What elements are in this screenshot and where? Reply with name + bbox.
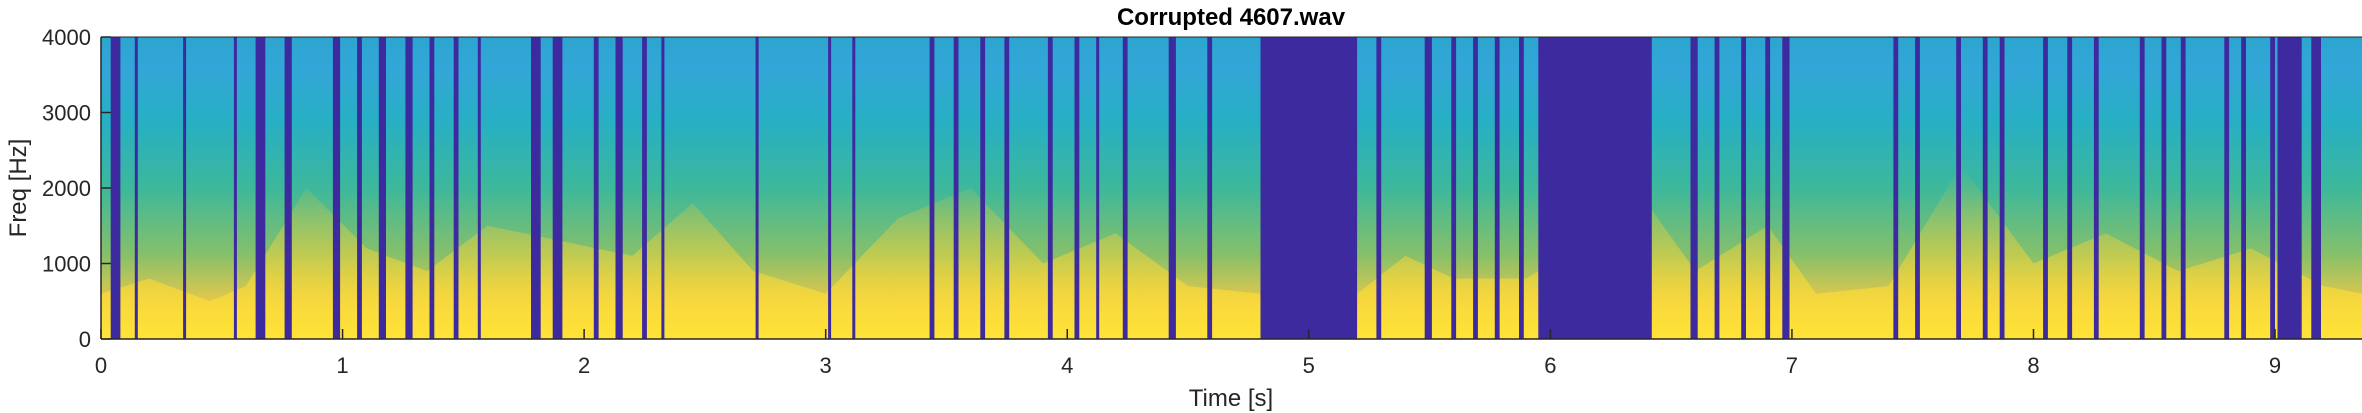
- dropout-band: [2139, 37, 2145, 339]
- y-ticks: 0 1000 2000 3000 4000: [42, 25, 111, 352]
- dropout-band: [2067, 37, 2073, 339]
- dropout-band: [1765, 37, 1771, 339]
- dropout-band: [1004, 37, 1010, 339]
- dropout-band: [552, 37, 563, 339]
- energy-region: [101, 165, 2362, 339]
- dropout-band: [1376, 37, 1382, 339]
- x-axis-label: Time [s]: [1189, 385, 1273, 412]
- dropout-band: [183, 37, 187, 339]
- x-tick-label: 8: [2027, 353, 2039, 378]
- dropout-band: [755, 37, 759, 339]
- dropout-band: [852, 37, 856, 339]
- dropout-band: [2311, 37, 2321, 339]
- dropout-band: [1473, 37, 1478, 339]
- dropout-band: [1915, 37, 1920, 339]
- dropout-band: [1260, 37, 1358, 339]
- dropout-band: [1451, 37, 1457, 339]
- dropout-band: [2224, 37, 2230, 339]
- y-tick-label: 4000: [42, 25, 91, 50]
- x-tick-label: 7: [1786, 353, 1798, 378]
- y-tick-label: 3000: [42, 101, 91, 126]
- dropout-band: [1690, 37, 1698, 339]
- chart-title: Corrupted 4607.wav: [1117, 4, 1346, 31]
- dropout-band: [1494, 37, 1500, 339]
- energy-layer: [101, 165, 2362, 339]
- dropout-band: [405, 37, 413, 339]
- dropout-band: [1122, 37, 1128, 339]
- dropout-band: [2093, 37, 2099, 339]
- dropout-band: [1096, 37, 1100, 339]
- dropout-band: [1741, 37, 1746, 339]
- dropout-band: [134, 37, 138, 339]
- dropout-band: [2161, 37, 2167, 339]
- plot-area: [101, 37, 2362, 339]
- x-tick-label: 1: [336, 353, 348, 378]
- dropout-band: [531, 37, 541, 339]
- dropout-band: [642, 37, 647, 339]
- dropout-band: [1519, 37, 1524, 339]
- dropout-band: [1074, 37, 1080, 339]
- dropout-band: [255, 37, 266, 339]
- dropout-band: [2241, 37, 2246, 339]
- dropout-band: [332, 37, 341, 339]
- dropout-band: [929, 37, 935, 339]
- y-axis-label: Freq [Hz]: [5, 139, 32, 238]
- dropout-band: [980, 37, 986, 339]
- dropout-band: [1714, 37, 1720, 339]
- dropout-band: [2043, 37, 2048, 339]
- x-tick-label: 2: [578, 353, 590, 378]
- dropout-band: [1982, 37, 1988, 339]
- dropout-band: [110, 37, 121, 339]
- x-tick-label: 9: [2269, 353, 2281, 378]
- dropout-band: [1424, 37, 1432, 339]
- dropout-band: [828, 37, 832, 339]
- dropout-band: [378, 37, 386, 339]
- dropout-band: [1168, 37, 1176, 339]
- dropout-band: [233, 37, 237, 339]
- dropout-band: [1538, 37, 1652, 339]
- dropout-band: [477, 37, 481, 339]
- x-tick-label: 6: [1544, 353, 1556, 378]
- dropout-band: [357, 37, 362, 339]
- dropout-band: [1956, 37, 1961, 339]
- dropout-band: [1893, 37, 1899, 339]
- dropout-band: [284, 37, 292, 339]
- dropout-layer: [110, 37, 2321, 339]
- dropout-band: [2270, 37, 2275, 339]
- dropout-band: [1782, 37, 1790, 339]
- dropout-band: [1207, 37, 1213, 339]
- x-tick-label: 5: [1303, 353, 1315, 378]
- dropout-band: [2180, 37, 2186, 339]
- dropout-band: [593, 37, 599, 339]
- dropout-band: [453, 37, 459, 339]
- y-tick-label: 0: [79, 327, 91, 352]
- x-tick-label: 3: [820, 353, 832, 378]
- dropout-band: [953, 37, 959, 339]
- dropout-band: [615, 37, 623, 339]
- dropout-band: [429, 37, 435, 339]
- dropout-band: [661, 37, 665, 339]
- x-tick-label: 0: [95, 353, 107, 378]
- x-tick-label: 4: [1061, 353, 1073, 378]
- x-ticks: 0 1 2 3 4 5 6 7 8 9: [95, 329, 2281, 378]
- y-tick-label: 1000: [42, 252, 91, 277]
- dropout-band: [2277, 37, 2302, 339]
- y-tick-label: 2000: [42, 176, 91, 201]
- dropout-band: [1047, 37, 1053, 339]
- dropout-band: [1999, 37, 2005, 339]
